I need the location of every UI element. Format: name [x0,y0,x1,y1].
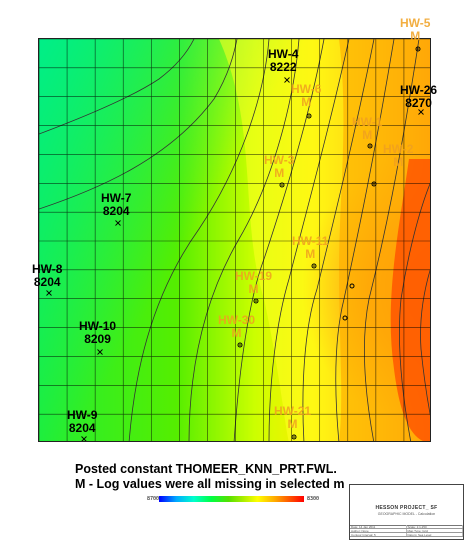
well-value: M [287,417,298,431]
well-symbol [349,283,355,289]
caption-missing-note: M - Log values were all missing in selec… [75,477,345,491]
well-symbol [81,436,87,441]
well-value: 8270 [405,96,432,110]
title-block-rows: Date: 14 Jan 2011 Scale: 1:1,250 Author: N… [350,525,463,541]
well-label: HW-21 M [274,405,311,431]
well-label: HW-4 8222 [268,48,298,74]
well-name: HW-11 [292,234,329,248]
project-subtitle: GEOGRAPHIC MODEL - Calculation [377,512,436,516]
well-label: HW-10 8209 [79,320,116,346]
well-name: HW-9 [67,408,98,422]
well-symbol [311,263,317,269]
well-name: HW-6 [291,82,322,96]
colorbar-ramp [159,496,304,502]
well-value: M [248,282,259,296]
well-label: HW-30 M [218,314,255,340]
well-value: M [410,29,421,43]
well-name: HW-19 [235,269,273,283]
title-block: HESSON PROJECT_ SF GEOGRAPHIC MODEL - Ca… [349,484,464,540]
well-label: HW-11 M [292,235,328,261]
well-symbol [237,342,243,348]
well-name: HW-10 [79,319,117,333]
colorbar: 8700 8300 [147,494,327,504]
well-value: 8209 [84,332,111,346]
well-symbols [46,46,424,441]
colorbar-min-label: 8700 [147,496,160,502]
well-symbol [279,182,285,188]
title-block-row: Date: 14 Jan 2011 Scale: 1:1,250 [350,525,463,529]
well-value: 8204 [102,204,130,218]
grid-lines [39,39,430,441]
colorbar-max-label: 8300 [307,496,320,502]
contour-line [335,39,395,441]
well-symbol [418,109,424,115]
well-name: HW-1 [352,115,383,129]
project-name: HESSON PROJECT_ SF [375,505,438,511]
well-symbol [253,298,259,304]
well-name: HW-3 [264,153,295,167]
contour-line [268,39,350,441]
well-symbol [291,434,297,440]
well-name: HW-21 [274,404,312,418]
caption-posted-constant: Posted constant THOMEER_KNN_PRT.FWL. [75,462,337,476]
well-name: HW-5 [400,16,431,30]
well-value: 8204 [68,421,96,435]
contour-line [364,39,420,441]
well-value: 8204 [33,275,61,289]
well-name: HW-7 [101,191,132,205]
title-block-row: Contour Interval: 5 Datum: Sea Level [350,533,463,537]
title-block-row: Author: None Map Type: Grid [350,529,463,533]
well-name: HW-30 [218,313,256,327]
well-symbol [46,290,52,296]
contour-line [39,39,238,210]
well-label: HW-8 8204 [32,263,62,289]
band-red [390,159,430,441]
well-symbol [115,220,121,226]
well-value: M [274,166,285,180]
well-label: HW-9 8204 [67,409,97,435]
contour-line [233,39,325,441]
well-label: HW-19 M [235,270,272,296]
contour-map[interactable] [39,39,431,442]
contour-line [420,269,430,416]
well-label: HW-1 M [352,116,382,142]
map-frame [38,38,431,442]
contour-line [128,39,270,441]
contour-line [302,39,375,441]
well-symbol [306,113,312,119]
well-value: 8222 [269,60,297,74]
title-block-cell: Datum: Sea Level [407,533,463,536]
well-symbol [367,143,373,149]
title-block-cell: Map Type: Grid [407,529,463,532]
well-value: M [301,95,312,109]
well-symbol [284,77,290,83]
well-label: HW-26 8270 [400,84,437,110]
well-value: M [393,155,404,169]
well-label: HW-6 M [291,83,321,109]
contour-line [188,39,300,441]
well-label: HW-3 M [264,154,294,180]
well-value: M [305,247,316,261]
title-block-cell: Date: 14 Jan 2011 [350,525,407,528]
well-name: HW-26 [400,83,438,97]
well-name: HW-2 [383,142,414,156]
well-symbol [97,349,103,355]
well-symbol [371,181,377,187]
well-label: HW-5 M [400,17,430,43]
well-name: HW-4 [268,47,299,61]
title-block-cell: Contour Interval: 5 [350,533,407,536]
title-block-cell: Scale: 1:1,250 [407,525,463,528]
well-value: M [231,326,242,340]
well-label: HW-7 8204 [101,192,131,218]
well-symbol [415,46,421,52]
well-name: HW-8 [32,262,63,276]
well-symbol [342,315,348,321]
title-block-cell: Author: None [350,529,407,532]
well-value: M [362,128,373,142]
title-block-header: HESSON PROJECT_ SF GEOGRAPHIC MODEL - Ca… [350,485,463,526]
well-label: HW-2 M [383,143,413,169]
